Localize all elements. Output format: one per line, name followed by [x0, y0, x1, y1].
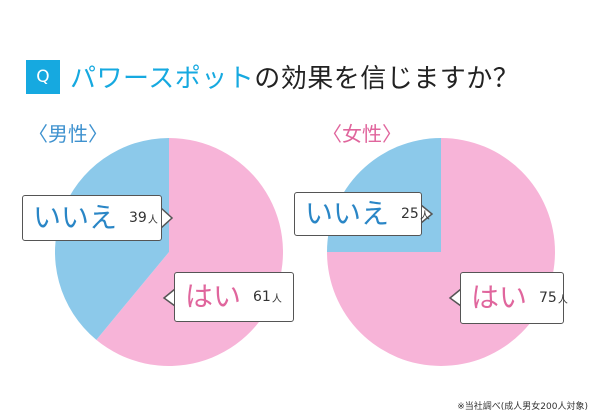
- male-no-unit: 人: [147, 214, 158, 226]
- female-no-unit: 人: [419, 210, 430, 222]
- callout-pointers: [160, 203, 462, 308]
- male-yes-label-text: はい: [185, 280, 242, 313]
- male-no-value: 39: [129, 210, 147, 226]
- chart-title: パワースポットの効果を信じますか？: [70, 58, 519, 95]
- male-yes-value: 61: [253, 289, 271, 305]
- male-chart-title: 〈男性〉: [28, 122, 108, 146]
- male-pie: [55, 138, 283, 366]
- male-no-label: いいえ 39 人: [22, 195, 162, 241]
- male-yes-label: はい 61 人: [174, 272, 294, 322]
- female-pie: [327, 138, 555, 366]
- q-badge: Q: [26, 59, 60, 94]
- female-yes-label-text: はい: [471, 281, 528, 314]
- footnote: ※当社調べ(成人男女200人対象): [457, 402, 588, 412]
- female-no-label-text: いいえ: [305, 197, 390, 230]
- male-no-label-text: いいえ: [33, 201, 118, 234]
- title-highlight: パワースポット: [70, 64, 255, 94]
- chart-header: Q パワースポットの効果を信じますか？: [26, 58, 519, 95]
- title-rest: の効果を信じますか？: [254, 64, 520, 94]
- female-yes-value: 75: [539, 290, 557, 306]
- male-yes-unit: 人: [271, 293, 282, 305]
- female-yes-unit: 人: [557, 294, 568, 306]
- female-yes-label: はい 75 人: [460, 272, 568, 324]
- female-chart-title: 〈女性〉: [322, 122, 402, 146]
- female-no-label: いいえ 25 人: [294, 192, 430, 236]
- female-no-value: 25: [401, 206, 419, 222]
